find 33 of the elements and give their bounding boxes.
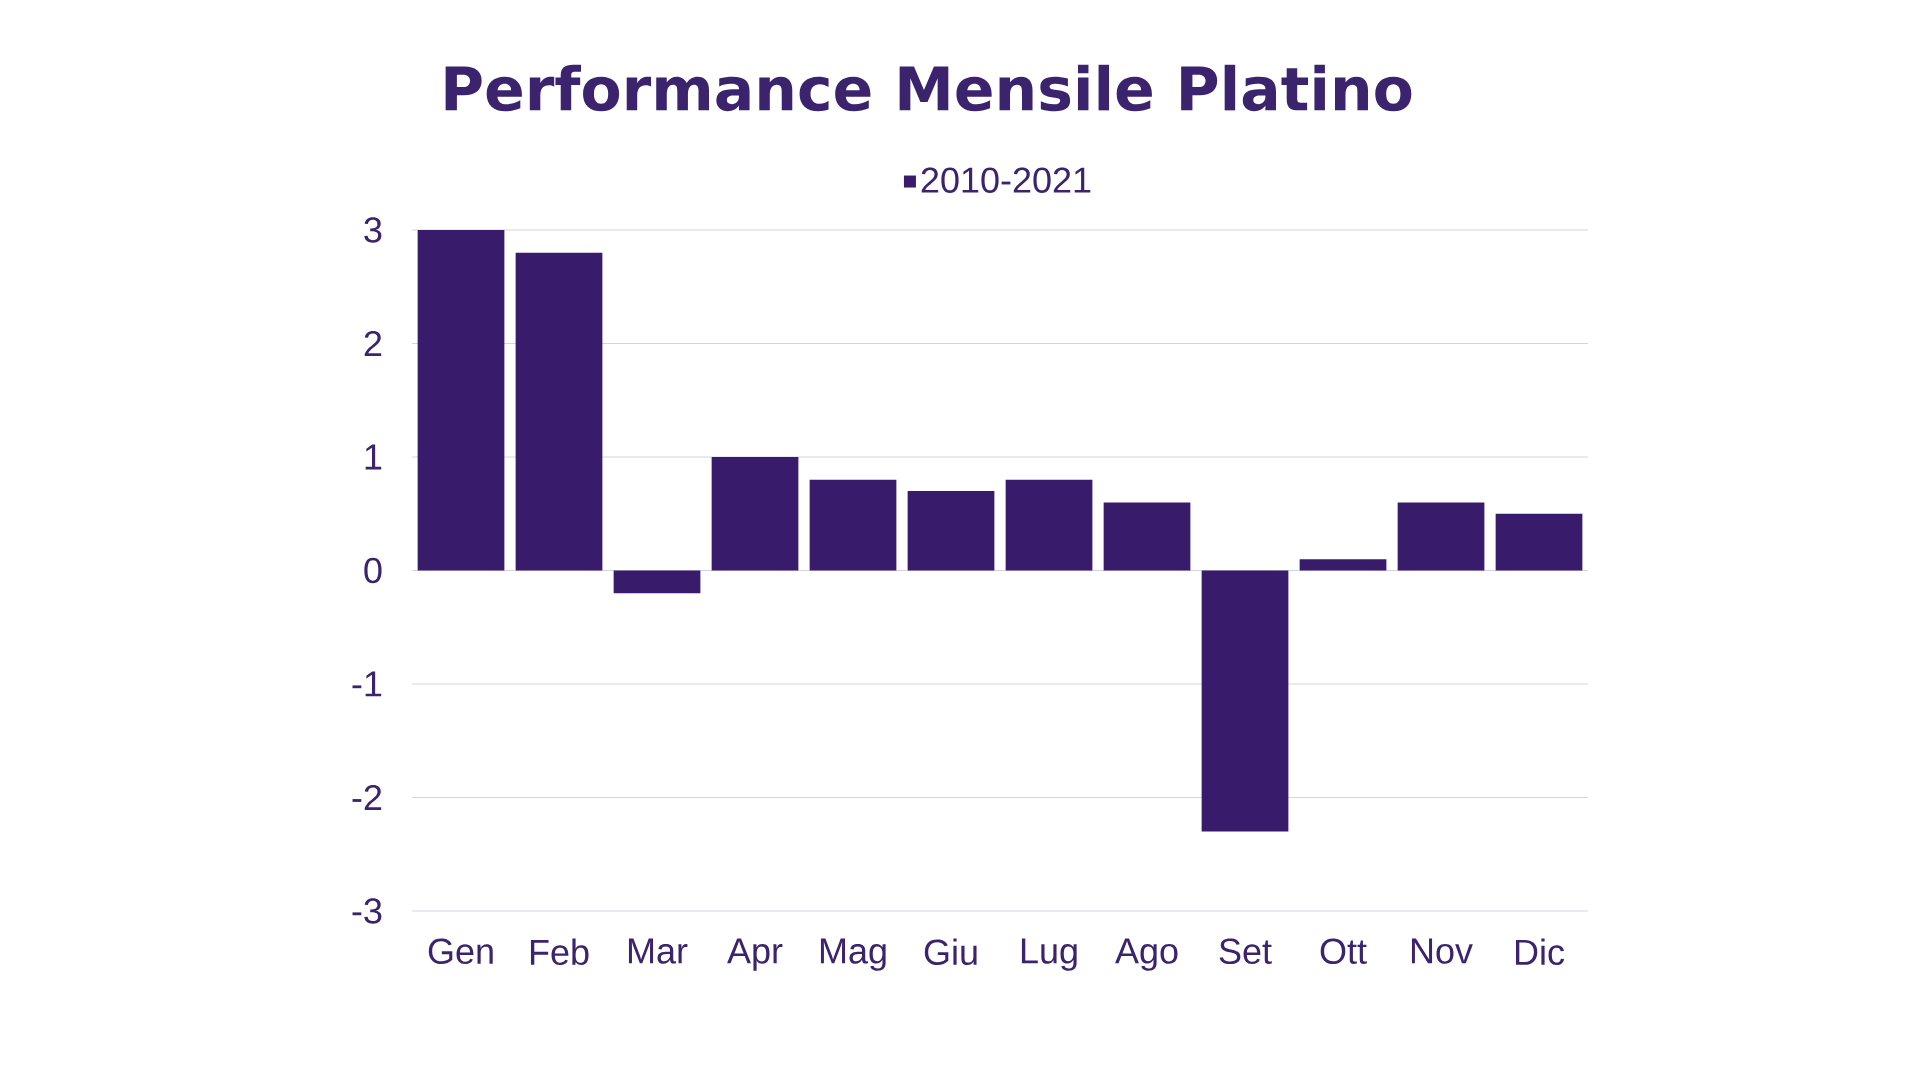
x-tick-label: Nov — [1411, 938, 1473, 964]
bar — [613, 570, 701, 594]
bar — [417, 230, 505, 571]
x-tick-label: Feb — [530, 938, 589, 966]
x-tick-label: Ago — [1115, 938, 1178, 971]
bar — [907, 491, 995, 571]
y-tick-label: -2 — [352, 784, 382, 811]
legend-label: 2010-2021 — [921, 167, 1091, 193]
bar — [711, 456, 799, 571]
y-tick-label: -3 — [352, 898, 382, 924]
bar — [1299, 559, 1387, 571]
x-tick-label: Gen — [428, 938, 493, 965]
x-tick-label: Set — [1219, 938, 1272, 965]
bar — [1495, 513, 1583, 571]
bar — [1005, 479, 1093, 571]
bar — [1397, 502, 1485, 571]
bar — [809, 479, 897, 571]
y-tick-label: 2 — [364, 330, 382, 357]
y-tick-label: 1 — [365, 444, 382, 470]
y-tick-label: 0 — [364, 557, 382, 584]
chart-title: Performance Mensile Platino — [445, 64, 1412, 112]
y-tick-label: -1 — [352, 671, 382, 697]
x-tick-label: Mar — [628, 938, 688, 964]
x-tick-label: Mag — [820, 938, 886, 971]
x-tick-label: Ott — [1320, 938, 1367, 965]
x-tick-label: Dic — [1515, 938, 1565, 966]
bar — [1103, 502, 1191, 571]
x-tick-label: Giu — [924, 938, 977, 966]
x-tick-label: Lug — [1021, 938, 1077, 971]
x-tick-label: Apr — [727, 938, 783, 971]
y-tick-label: 3 — [364, 217, 382, 243]
bar — [515, 252, 603, 571]
bar — [1201, 570, 1289, 832]
